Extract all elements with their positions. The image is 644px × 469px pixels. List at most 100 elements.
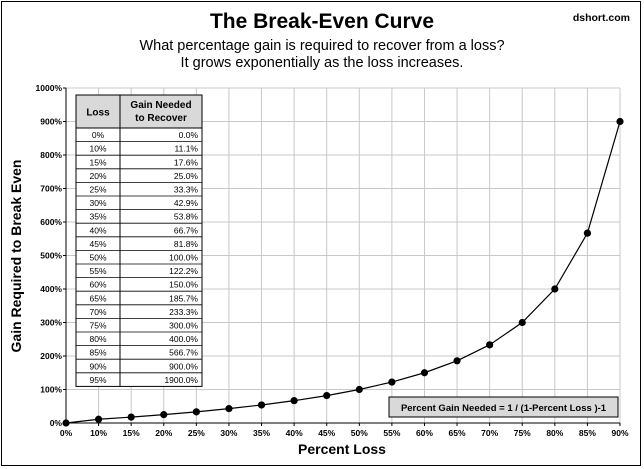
table-cell-loss: 40% (89, 225, 106, 235)
x-tick-label: 50% (351, 428, 368, 438)
data-point (486, 341, 494, 349)
data-point (192, 408, 200, 416)
x-tick-label: 55% (383, 428, 400, 438)
table-cell-gain: 66.7% (174, 225, 199, 235)
table-cell-gain: 17.6% (174, 157, 199, 167)
y-tick-label: 200% (40, 351, 62, 361)
data-point (583, 229, 592, 237)
x-tick-label: 0% (60, 428, 73, 438)
table-cell-loss: 80% (89, 334, 106, 344)
x-tick-label: 20% (155, 428, 172, 438)
data-point (94, 415, 103, 423)
x-tick-label: 25% (188, 428, 205, 438)
x-tick-label: 15% (123, 428, 140, 438)
table-cell-loss: 95% (89, 375, 106, 385)
data-point (225, 405, 233, 413)
x-tick-label: 85% (579, 428, 596, 438)
data-point (62, 419, 70, 427)
table-cell-gain: 53.8% (174, 212, 199, 222)
table-cell-gain: 185.7% (169, 293, 198, 303)
x-tick-label: 70% (481, 428, 498, 438)
data-point (257, 401, 266, 409)
series-line (65, 121, 621, 424)
y-tick-label: 300% (40, 318, 62, 328)
y-tick-label: 800% (40, 150, 62, 160)
data-point (616, 117, 624, 126)
table-cell-gain: 900.0% (169, 361, 198, 371)
table-cell-loss: 15% (89, 157, 106, 167)
table-background (75, 94, 203, 387)
series-points (62, 117, 624, 427)
table-cell-gain: 150.0% (169, 280, 198, 290)
table-cell-gain: 100.0% (169, 253, 198, 263)
table-cell-loss: 20% (89, 171, 106, 181)
table-cell-loss: 60% (89, 280, 106, 290)
data-point (518, 318, 526, 327)
x-tick-label: 65% (449, 428, 466, 438)
y-axis-title: Gain Required to Break Even (8, 160, 24, 353)
data-point (388, 378, 396, 386)
x-tick-label: 75% (514, 428, 531, 438)
y-tick-label: 100% (40, 385, 62, 395)
formula-box-fill (388, 396, 619, 418)
data-point (323, 391, 331, 400)
table-cell-gain: 300.0% (169, 321, 198, 331)
data-point (290, 397, 298, 405)
table-cell-gain: 1900.0% (164, 375, 198, 385)
table-cell-gain: 400.0% (169, 334, 198, 344)
table-header-gain-line1: Gain Needed (130, 100, 191, 111)
x-tick-label: 30% (220, 428, 237, 438)
y-tick-labels: 0% 100% 200% 300% 400% 500% 600% 700% 800% 900% 10… (36, 83, 66, 428)
x-tick-label: 10% (90, 428, 107, 438)
x-tick-label: 90% (611, 428, 628, 438)
x-tick-label: 80% (546, 428, 563, 438)
x-tick-labels: 0% 10% 15% 20% 25% 30% 35% 40% 45% 50% 55% 60% 65% 70… (60, 423, 629, 438)
y-tick-label: 500% (40, 251, 62, 261)
table-cell-gain: 233.3% (169, 307, 198, 317)
y-tick-label: 1000% (36, 83, 63, 93)
series-polyline (65, 121, 621, 424)
table-cell-gain: 81.8% (174, 239, 199, 249)
table-cell-loss: 90% (89, 361, 106, 371)
data-point (355, 385, 363, 394)
table-cell-loss: 10% (89, 144, 106, 154)
table-cell-loss: 50% (89, 253, 106, 263)
y-tick-label: 0% (50, 418, 63, 428)
table-cell-gain: 33.3% (174, 185, 199, 195)
data-point (127, 413, 135, 421)
data-point (420, 369, 429, 377)
table-cell-loss: 70% (89, 307, 106, 317)
source-label: dshort.com (572, 12, 630, 24)
table-cell-gain: 11.1% (175, 144, 199, 154)
x-tick-label: 40% (286, 428, 303, 438)
loss-gain-table: Loss Gain Needed to Recover 0% 0.0% 10% 11.1% 1… (75, 94, 203, 387)
table-cell-gain: 566.7% (169, 348, 198, 358)
table-cell-loss: 25% (89, 185, 106, 195)
y-tick-label: 400% (40, 284, 62, 294)
table-cell-gain: 42.9% (174, 198, 199, 208)
data-point (160, 411, 168, 419)
y-tick-label: 600% (40, 217, 62, 227)
table-cell-loss: 45% (89, 239, 106, 249)
x-tick-label: 35% (253, 428, 270, 438)
formula-box: Percent Gain Needed = 1 / (1-Percent Los… (388, 396, 619, 418)
x-axis-title: Percent Loss (298, 441, 386, 457)
table-cell-loss: 0% (92, 130, 105, 140)
x-tick-label: 45% (318, 428, 335, 438)
table-cell-loss: 75% (89, 321, 106, 331)
table-header-loss: Loss (86, 108, 110, 119)
formula-text: Percent Gain Needed = 1 / (1-Percent Los… (401, 403, 607, 414)
table-cell-loss: 55% (89, 266, 106, 276)
x-tick-label: 60% (416, 428, 433, 438)
chart-title: The Break-Even Curve (209, 10, 435, 33)
table-cell-loss: 85% (89, 348, 106, 358)
table-cell-loss: 35% (89, 212, 106, 222)
data-point (453, 357, 461, 365)
table-cell-gain: 0.0% (179, 130, 199, 140)
table-cell-loss: 65% (89, 293, 106, 303)
y-tick-label: 700% (40, 184, 62, 194)
table-header-gain-line2: to Recover (135, 113, 187, 124)
table-cell-gain: 25.0% (174, 171, 199, 181)
table-cell-loss: 30% (89, 198, 106, 208)
